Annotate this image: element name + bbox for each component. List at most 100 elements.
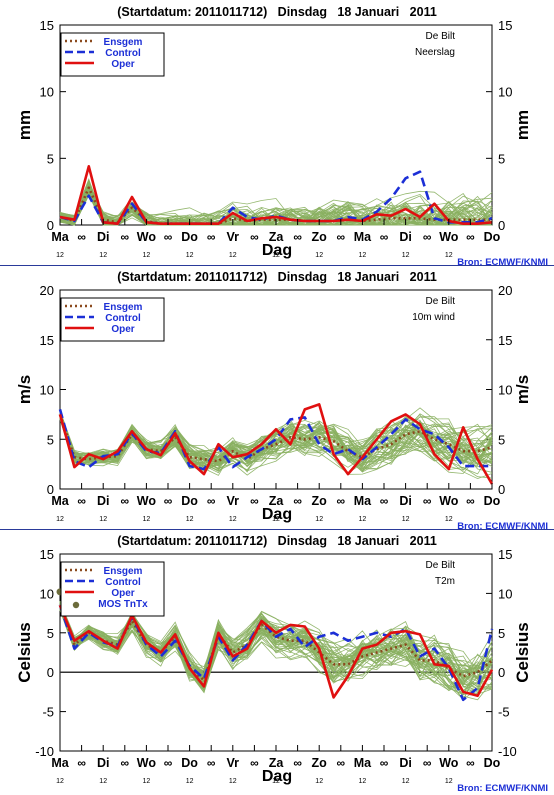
x-hour-label: 12 — [186, 778, 194, 785]
x-tick-label: Zo — [312, 494, 328, 508]
x-tick-label: Di — [97, 756, 110, 770]
x-tick-label: ∞ — [77, 494, 86, 508]
x-hour-label: 12 — [99, 778, 107, 785]
y-tick-label-right: 5 — [498, 432, 505, 447]
x-tick-label: ∞ — [380, 230, 389, 244]
x-hour-label: 12 — [143, 516, 151, 523]
x-tick-label: ∞ — [250, 494, 259, 508]
x-hour-label: 12 — [315, 516, 323, 523]
x-tick-label: Za — [269, 756, 285, 770]
x-tick-label: Wo — [439, 494, 459, 508]
y-tick-label-right: 10 — [498, 383, 512, 398]
temperature-chart: (Startdatum: 2011011712) Dinsdag 18 Janu… — [15, 534, 548, 794]
legend-label: MOS TnTx — [98, 599, 148, 610]
x-tick-label: ∞ — [207, 494, 216, 508]
y-tick-label-left: 5 — [47, 151, 54, 166]
chart-header: (Startdatum: 2011011712) Dinsdag 18 Janu… — [117, 5, 437, 19]
y-axis-label-right: m/s — [513, 375, 532, 404]
x-hour-label: 12 — [99, 252, 107, 259]
y-tick-label-right: 5 — [498, 151, 505, 166]
legend-label: Control — [105, 577, 141, 588]
x-hour-label: 12 — [445, 778, 453, 785]
x-hour-label: 12 — [402, 252, 410, 259]
x-tick-label: Ma — [354, 494, 372, 508]
y-tick-label-right: 20 — [498, 283, 512, 298]
variable-label: Neerslag — [415, 47, 455, 58]
x-tick-label: Do — [181, 494, 198, 508]
legend-label: Ensgem — [104, 302, 143, 313]
y-axis-label-left: Celsius — [15, 622, 34, 682]
chart-header: (Startdatum: 2011011712) Dinsdag 18 Janu… — [117, 270, 437, 284]
legend-label: Control — [105, 313, 141, 324]
x-tick-label: Ma — [51, 756, 69, 770]
y-tick-label-right: 10 — [498, 586, 512, 601]
x-hour-label: 12 — [186, 252, 194, 259]
panel-divider — [0, 529, 554, 530]
ensemble-member-line — [59, 607, 493, 684]
x-tick-label: Do — [484, 230, 501, 244]
x-hour-label: 12 — [99, 516, 107, 523]
y-tick-label-right: -5 — [498, 705, 510, 720]
y-tick-label-right: 0 — [498, 218, 505, 233]
x-tick-label: Vr — [227, 230, 240, 244]
x-tick-label: Wo — [439, 756, 459, 770]
x-tick-label: ∞ — [207, 756, 216, 770]
y-tick-label-right: -10 — [498, 744, 517, 759]
x-hour-label: 12 — [359, 778, 367, 785]
y-tick-label-right: 5 — [498, 626, 505, 641]
x-tick-label: Di — [399, 756, 412, 770]
y-tick-label-left: 15 — [40, 547, 54, 562]
x-tick-label: Wo — [439, 230, 459, 244]
x-tick-label: Ma — [51, 494, 69, 508]
ensemble-member-line — [59, 410, 493, 465]
y-tick-label-left: 0 — [47, 482, 54, 497]
y-tick-label-right: 0 — [498, 482, 505, 497]
x-tick-label: ∞ — [466, 494, 475, 508]
x-hour-label: 12 — [359, 252, 367, 259]
y-tick-label-right: 0 — [498, 665, 505, 680]
x-hour-label: 12 — [402, 516, 410, 523]
y-tick-label-left: 5 — [47, 626, 54, 641]
legend-label: Control — [105, 48, 141, 59]
x-tick-label: ∞ — [250, 756, 259, 770]
precipitation-chart: (Startdatum: 2011011712) Dinsdag 18 Janu… — [15, 5, 548, 265]
series-line-control — [59, 170, 493, 225]
legend-label: Oper — [111, 324, 134, 335]
panel-divider — [0, 265, 554, 266]
x-hour-label: 12 — [56, 516, 64, 523]
y-tick-label-right: 15 — [498, 18, 512, 33]
x-hour-label: 12 — [445, 516, 453, 523]
series-line-ensgem — [58, 413, 493, 463]
y-tick-label-left: 15 — [40, 18, 54, 33]
x-tick-label: Do — [181, 756, 198, 770]
y-tick-label-right: 10 — [498, 85, 512, 100]
x-tick-label: Wo — [137, 494, 157, 508]
x-tick-label: Di — [399, 494, 412, 508]
x-tick-label: ∞ — [77, 756, 86, 770]
x-tick-label: ∞ — [380, 756, 389, 770]
x-tick-label: ∞ — [337, 494, 346, 508]
y-axis-label-right: mm — [513, 110, 532, 140]
x-tick-label: Vr — [227, 494, 240, 508]
x-hour-label: 12 — [229, 516, 237, 523]
chart-header: (Startdatum: 2011011712) Dinsdag 18 Janu… — [117, 534, 437, 548]
x-axis-label: Dag — [262, 242, 292, 259]
x-tick-label: ∞ — [337, 756, 346, 770]
legend-marker — [72, 601, 80, 609]
ensemble-member-line — [59, 416, 493, 471]
variable-label: T2m — [435, 576, 455, 587]
source-label: Bron: ECMWF/KNMI — [457, 783, 548, 794]
x-hour-label: 12 — [315, 778, 323, 785]
x-tick-label: Zo — [312, 230, 328, 244]
x-tick-label: Za — [269, 230, 285, 244]
x-hour-label: 12 — [56, 252, 64, 259]
x-tick-label: ∞ — [121, 494, 130, 508]
x-tick-label: Di — [97, 494, 110, 508]
wind-chart: (Startdatum: 2011011712) Dinsdag 18 Janu… — [15, 270, 548, 529]
x-tick-label: ∞ — [207, 230, 216, 244]
series-line-ensgem — [59, 186, 492, 225]
y-tick-label-left: 0 — [47, 218, 54, 233]
series-line-oper — [59, 165, 493, 225]
x-tick-label: ∞ — [250, 230, 259, 244]
legend-label: Ensgem — [104, 566, 143, 577]
